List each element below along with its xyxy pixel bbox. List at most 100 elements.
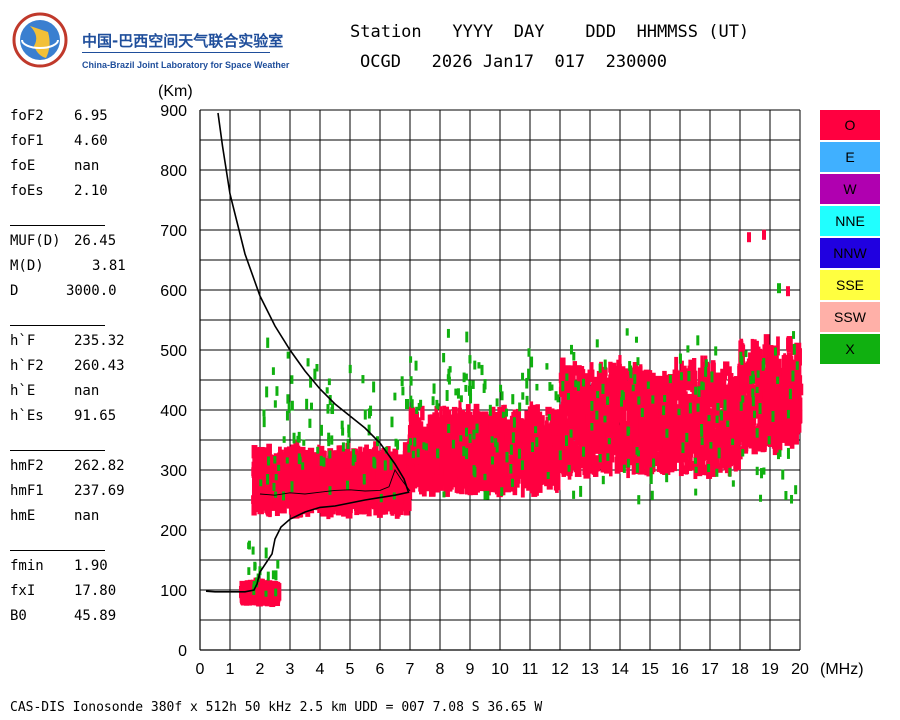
echo-mark-o (616, 440, 624, 457)
echo-mark-o (583, 388, 591, 411)
echo-mark-o (336, 483, 342, 496)
echo-mark-x (490, 456, 494, 465)
echo-mark-o (324, 467, 332, 485)
echo-mark-o (563, 448, 567, 458)
echo-mark-o (726, 405, 733, 418)
echo-mark-x (313, 368, 317, 380)
echo-mark-x (678, 353, 682, 364)
echo-mark-x (697, 386, 701, 397)
echo-mark-x (482, 383, 486, 393)
echo-mark-o (355, 469, 362, 486)
param-name: foEs (10, 183, 44, 199)
echo-mark-o (430, 421, 437, 432)
echo-mark-o (352, 453, 359, 473)
echo-mark-o (796, 363, 802, 383)
echo-mark-o (719, 429, 726, 438)
echo-mark-x (535, 437, 539, 447)
echo-mark-o (529, 464, 534, 476)
echo-mark-x (755, 428, 759, 438)
echo-mark-o (439, 406, 443, 428)
echo-mark-o (542, 425, 550, 438)
echo-mark-o (440, 456, 447, 470)
x-tick-label: 15 (641, 661, 659, 678)
echo-mark-o (628, 437, 633, 447)
echo-mark-o (257, 492, 262, 511)
legend-item-o: O (820, 110, 880, 140)
echo-mark-o (563, 377, 569, 387)
echo-mark-o (787, 421, 795, 432)
echo-mark-x (601, 475, 605, 485)
echo-mark-o (610, 381, 614, 404)
echo-mark-o (559, 379, 563, 389)
echo-mark-o (720, 422, 727, 434)
echo-mark-o (292, 448, 299, 459)
echo-mark-x (464, 384, 468, 392)
echo-mark-o (545, 406, 552, 416)
electron-density-profile (205, 112, 410, 593)
echo-mark-o (331, 464, 335, 477)
echo-mark-x (447, 423, 451, 433)
echo-mark-o (638, 416, 645, 439)
echo-mark-x (696, 403, 700, 412)
echo-mark-x (534, 426, 538, 434)
echo-mark-o (254, 587, 262, 602)
echo-mark-o (501, 404, 505, 418)
echo-mark-o (294, 455, 301, 478)
echo-mark-x (286, 394, 290, 404)
echo-mark-o (263, 447, 268, 457)
param-separator (10, 225, 105, 226)
echo-mark-o (488, 412, 493, 434)
echo-mark-o (429, 440, 435, 451)
echo-mark-o (508, 428, 514, 438)
echo-mark-x (668, 374, 672, 384)
echo-mark-o (705, 445, 712, 461)
echo-mark-x (788, 388, 792, 400)
echo-mark-o (414, 452, 419, 475)
echo-mark-x (325, 387, 329, 394)
echo-mark-o (719, 448, 726, 460)
echo-mark-o (561, 465, 566, 475)
echo-mark-o (413, 411, 419, 424)
echo-mark-o (739, 382, 747, 398)
echo-mark-x (477, 362, 481, 369)
param-value: 237.69 (74, 483, 125, 499)
echo-mark-o (324, 458, 331, 470)
param-value: nan (74, 158, 100, 174)
echo-mark-x (694, 488, 698, 496)
echo-mark-o (351, 482, 357, 504)
echo-mark-o (688, 359, 695, 375)
echo-mark-x (569, 429, 573, 438)
echo-mark-o (245, 584, 249, 602)
echo-mark-o (400, 462, 405, 472)
echo-mark-x (760, 468, 764, 479)
echo-mark-o (775, 410, 781, 421)
echo-mark-o (618, 366, 626, 380)
echo-mark-o (697, 381, 703, 391)
echo-mark-x (346, 438, 350, 449)
echo-mark-o (478, 441, 485, 461)
echo-mark-o (527, 406, 532, 420)
echo-mark-o (374, 480, 379, 494)
echo-mark-o (366, 466, 372, 476)
echo-mark-o (545, 460, 550, 480)
echo-mark-o (762, 344, 766, 355)
echo-mark-o (460, 478, 465, 490)
echo-mark-x (341, 427, 345, 436)
echo-mark-x (739, 401, 743, 411)
echo-mark-x (290, 481, 294, 493)
echo-mark-o (794, 396, 799, 418)
echo-mark-x (753, 410, 757, 418)
echo-mark-x (347, 428, 351, 438)
echo-mark-o (708, 419, 714, 440)
echo-mark-o (603, 376, 607, 389)
echo-mark-o (647, 438, 655, 453)
echo-mark-o (539, 473, 547, 485)
echo-mark-o (552, 435, 558, 446)
header-values: OCGD 2026 Jan17 017 230000 (360, 52, 668, 72)
echo-mark-o (572, 361, 578, 376)
echo-mark-o (617, 404, 622, 418)
echo-mark-x (446, 328, 450, 338)
echo-mark-x (285, 410, 289, 421)
echo-mark-o (418, 483, 425, 492)
